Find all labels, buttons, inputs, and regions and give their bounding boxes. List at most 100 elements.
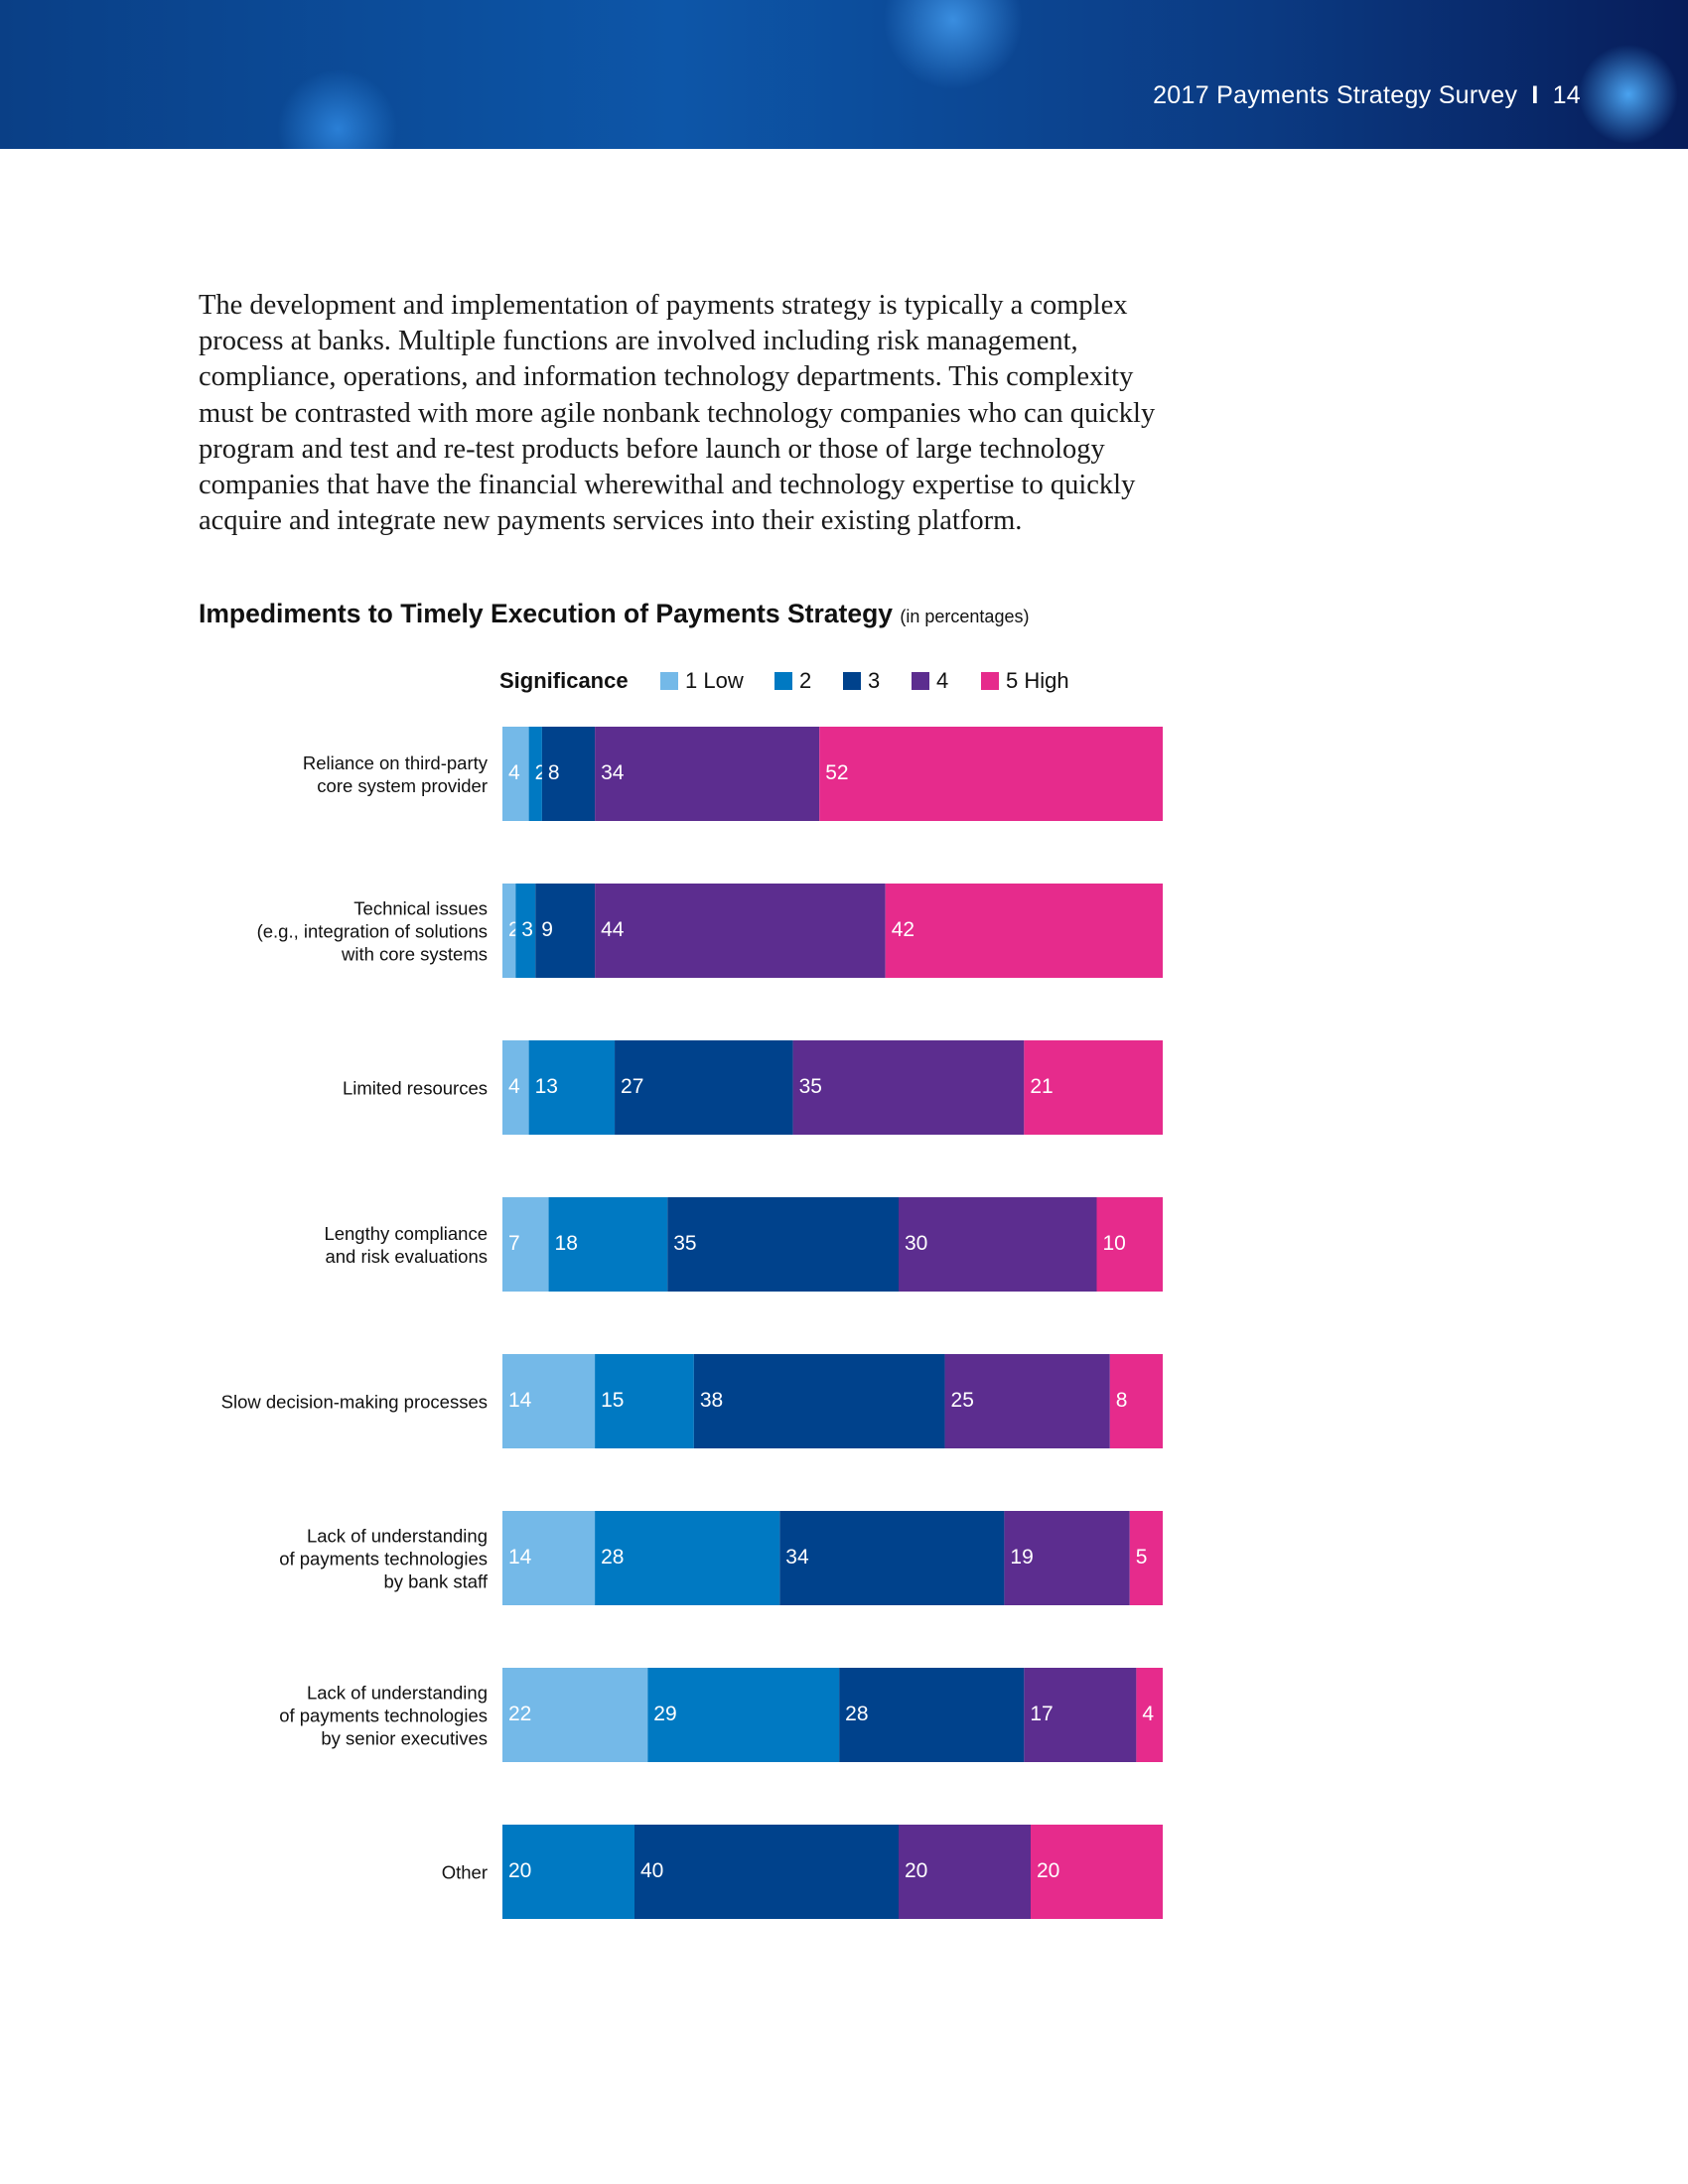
legend-swatch (660, 672, 678, 690)
legend-swatch (981, 672, 999, 690)
bar-segment (839, 1668, 1025, 1762)
value-label: 20 (905, 1859, 927, 1882)
value-label: 21 (1030, 1075, 1053, 1098)
value-label: 20 (1037, 1859, 1059, 1882)
value-label: 25 (951, 1389, 974, 1412)
paragraph: The development and implementation of pa… (199, 288, 1155, 539)
bar-segment (515, 884, 536, 978)
value-label: 35 (673, 1232, 696, 1255)
legend-label: 4 (936, 668, 948, 693)
value-label: 8 (548, 761, 560, 784)
category-label: Lack of understanding of payments techno… (279, 1682, 488, 1748)
value-label: 2 (508, 918, 520, 941)
bar-segment (502, 1354, 596, 1448)
chart-title: Impediments to Timely Execution of Payme… (199, 599, 894, 628)
paragraph-line: acquire and integrate new payments servi… (199, 505, 1023, 537)
value-label: 3 (521, 918, 533, 941)
legend-label: 3 (868, 668, 880, 693)
bar-segment (1004, 1511, 1130, 1605)
value-label: 44 (601, 918, 625, 941)
value-label: 34 (601, 761, 625, 784)
bar-segment (667, 1197, 899, 1292)
bar-segment (528, 1040, 616, 1135)
bar-segment (541, 727, 596, 821)
value-label: 42 (892, 918, 914, 941)
bar-segment (502, 1825, 634, 1919)
value-label: 4 (1142, 1703, 1154, 1725)
header-text: 2017 Payments Strategy Survey I 14 (1153, 81, 1581, 110)
bar-segment (819, 727, 1163, 821)
paragraph-line: program and test and re-test products be… (199, 433, 1105, 465)
value-label: 5 (1136, 1546, 1148, 1569)
bar-segment (693, 1354, 945, 1448)
category-label: Other (441, 1861, 488, 1882)
value-label: 34 (785, 1546, 809, 1569)
value-label: 9 (541, 918, 553, 941)
bar-segment (502, 1040, 529, 1135)
bar-segment (792, 1040, 1025, 1135)
value-label: 35 (799, 1075, 822, 1098)
legend-swatch (843, 672, 861, 690)
bar-segment (1109, 1354, 1163, 1448)
bar-segment (779, 1511, 1005, 1605)
value-label: 28 (601, 1546, 624, 1569)
legend-title: Significance (499, 668, 629, 693)
paragraph-line: companies that have the financial wherew… (199, 470, 1136, 501)
value-label: 14 (508, 1389, 532, 1412)
value-label: 29 (653, 1703, 676, 1725)
bar-segment (548, 1197, 668, 1292)
bar-segment (502, 884, 516, 978)
header-banner: 2017 Payments Strategy Survey I 14 (0, 0, 1688, 149)
bar-segment (595, 1511, 780, 1605)
category-label: Lack of understanding of payments techno… (279, 1525, 488, 1591)
value-label: 18 (555, 1232, 578, 1255)
bar-segment (634, 1825, 899, 1919)
legend-label: 1 Low (685, 668, 744, 693)
page-number: 14 (1552, 81, 1581, 109)
value-label: 8 (1116, 1389, 1128, 1412)
bar-segment (1136, 1668, 1163, 1762)
value-label: 19 (1010, 1546, 1033, 1569)
category-label: Technical issues (e.g., integration of s… (256, 897, 488, 964)
bar-segment (535, 884, 596, 978)
bar-segment (502, 1197, 549, 1292)
bar-segment (647, 1668, 840, 1762)
value-label: 38 (700, 1389, 723, 1412)
category-label: Limited resources (342, 1077, 488, 1098)
value-label: 2 (535, 761, 547, 784)
header-title: 2017 Payments Strategy Survey (1153, 81, 1518, 109)
value-label: 40 (640, 1859, 663, 1882)
bar-segment (595, 1354, 694, 1448)
value-label: 14 (508, 1546, 532, 1569)
bar-segment (595, 884, 886, 978)
chart-subtitle: (in percentages) (900, 607, 1030, 626)
bar-segment (502, 1668, 648, 1762)
bar-segment (899, 1197, 1097, 1292)
value-label: 30 (905, 1232, 927, 1255)
bar-segment (595, 727, 820, 821)
paragraph-line: compliance, operations, and information … (199, 361, 1134, 393)
paragraph-line: process at banks. Multiple functions are… (199, 326, 1078, 357)
paragraph-line: must be contrasted with more agile nonba… (199, 397, 1156, 429)
value-label: 7 (508, 1232, 520, 1255)
value-label: 52 (825, 761, 848, 784)
bar-segment (885, 884, 1163, 978)
bar-segment (1096, 1197, 1163, 1292)
bar-segment (1024, 1668, 1137, 1762)
paragraph-line: The development and implementation of pa… (199, 290, 1128, 321)
bar-segment (1024, 1040, 1163, 1135)
bar-segment (944, 1354, 1110, 1448)
bar-segment (528, 727, 542, 821)
bar-segment (1031, 1825, 1163, 1919)
separator: I (1531, 81, 1539, 109)
value-label: 28 (845, 1703, 868, 1725)
bar-segment (1129, 1511, 1163, 1605)
value-label: 4 (508, 1075, 520, 1098)
legend-swatch (912, 672, 929, 690)
value-label: 22 (508, 1703, 531, 1725)
bar-segment (615, 1040, 793, 1135)
bar-segment (502, 727, 529, 821)
value-label: 27 (621, 1075, 643, 1098)
